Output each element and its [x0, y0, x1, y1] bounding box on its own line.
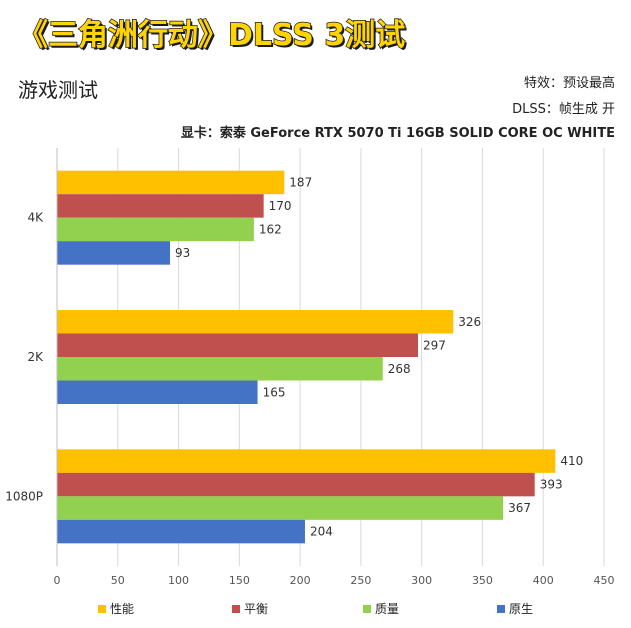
data-label: 297 — [423, 338, 446, 352]
legend-item-quality: 质量 — [363, 600, 399, 617]
data-label: 170 — [269, 199, 292, 213]
bar — [57, 170, 285, 195]
legend-label-quality: 质量 — [375, 602, 400, 616]
data-label: 367 — [508, 501, 531, 515]
bar — [57, 333, 419, 357]
x-tick-label: 0 — [54, 574, 61, 587]
data-label: 187 — [289, 175, 312, 189]
legend-swatch-native — [497, 605, 505, 613]
x-tick-label: 50 — [111, 574, 125, 587]
legend-item-balanced: 平衡 — [232, 600, 268, 617]
x-tick-label: 100 — [168, 574, 189, 587]
x-tick-label: 200 — [290, 574, 311, 587]
data-label: 204 — [310, 525, 333, 539]
x-tick-label: 400 — [533, 574, 554, 587]
data-label: 93 — [175, 246, 190, 260]
data-label: 410 — [560, 454, 583, 468]
legend-item-performance: 性能 — [98, 600, 134, 617]
bar — [57, 194, 264, 218]
bar — [57, 241, 171, 265]
x-tick-label: 250 — [350, 574, 371, 587]
data-label: 165 — [263, 385, 286, 399]
bar — [57, 449, 556, 473]
legend-swatch-balanced — [232, 605, 240, 613]
category-label: 1080P — [5, 489, 43, 503]
data-label: 326 — [458, 315, 481, 329]
legend-item-native: 原生 — [497, 600, 533, 617]
legend-swatch-performance — [98, 605, 106, 613]
legend-swatch-quality — [363, 605, 371, 613]
x-tick-label: 150 — [229, 574, 250, 587]
bar — [57, 496, 504, 520]
bar — [57, 519, 305, 544]
gpu-info: 显卡：索泰 GeForce RTX 5070 Ti 16GB SOLID COR… — [180, 126, 615, 141]
bar — [57, 357, 383, 381]
bar — [57, 472, 535, 497]
bar — [57, 310, 454, 334]
bar — [57, 380, 258, 404]
x-tick-label: 350 — [472, 574, 493, 587]
dlss-setting: DLSS：帧生成 开 — [512, 102, 615, 117]
data-label: 268 — [388, 362, 411, 376]
effect-setting: 特效：预设最高 — [523, 76, 615, 91]
x-tick-label: 300 — [411, 574, 432, 587]
x-tick-label: 450 — [594, 574, 615, 587]
bar — [57, 217, 254, 242]
legend-label-balanced: 平衡 — [244, 602, 269, 616]
legend-label-performance: 性能 — [110, 602, 135, 616]
page-title: 《三角洲行动》DLSS 3测试 — [17, 17, 406, 54]
data-label: 162 — [259, 222, 282, 236]
chart-subtitle: 游戏测试 — [18, 78, 98, 102]
category-label: 4K — [27, 211, 44, 225]
legend-label-native: 原生 — [509, 602, 534, 616]
category-label: 2K — [27, 350, 44, 364]
data-label: 393 — [540, 478, 563, 492]
